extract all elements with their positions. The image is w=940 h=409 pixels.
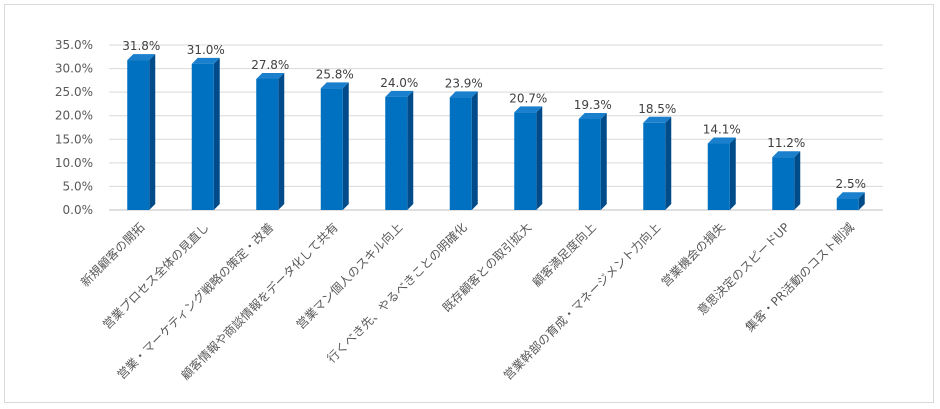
bar [836, 192, 865, 210]
bar-front [256, 78, 279, 210]
data-label: 31.8% [122, 39, 160, 53]
y-tick-label: 5.0% [63, 179, 94, 193]
data-label: 11.2% [767, 136, 805, 150]
y-tick-label: 15.0% [55, 132, 93, 146]
bar-top [707, 137, 736, 144]
chart-frame: 0.0% 5.0% 10.0% 15.0% 20.0% 25.0% 30.0% 35.0% 3… [4, 4, 934, 403]
data-label: 2.5% [836, 177, 867, 191]
category-label: 集客・PR活動のコスト削減 [742, 220, 857, 335]
bar-front [127, 60, 150, 211]
bar [385, 90, 414, 210]
bar-side [600, 113, 607, 210]
category-label: 新規顧客の開拓 [77, 220, 147, 290]
bar-top [836, 192, 865, 199]
bar-top [320, 82, 349, 89]
data-label: 31.0% [187, 43, 225, 57]
y-tick-label: 10.0% [55, 156, 93, 170]
y-tick-label: 35.0% [55, 38, 93, 52]
bar-chart: 0.0% 5.0% 10.0% 15.0% 20.0% 25.0% 30.0% 35.0% 3… [55, 38, 883, 383]
data-label: 18.5% [638, 102, 676, 116]
bar [191, 57, 220, 210]
bar-top [772, 151, 801, 158]
bar [643, 116, 672, 210]
bar-top [643, 116, 672, 123]
bar [707, 137, 736, 210]
y-axis-ticks: 0.0% 5.0% 10.0% 15.0% 20.0% 25.0% 30.0% 35.0% [55, 38, 93, 217]
bar-top [191, 57, 220, 64]
y-tick-label: 25.0% [55, 85, 93, 99]
bar-side [536, 106, 543, 210]
bar-front [836, 198, 859, 210]
data-label: 25.8% [316, 67, 354, 81]
bar-front [449, 97, 472, 210]
bar-top [256, 72, 285, 79]
bar-front [191, 63, 214, 210]
data-label: 19.3% [574, 98, 612, 112]
bar-front [772, 157, 795, 210]
data-label: 23.9% [445, 76, 483, 90]
y-tick-label: 30.0% [55, 62, 93, 76]
bar-side [858, 192, 865, 210]
bar-front [643, 122, 666, 210]
bar-side [278, 72, 285, 210]
bar-side [729, 137, 736, 210]
bar-top [449, 91, 478, 98]
bar-side [342, 82, 349, 210]
bar [256, 72, 285, 210]
bar-front [578, 119, 601, 210]
bar-top [514, 106, 543, 113]
bar-front [514, 112, 537, 210]
bar-top [385, 90, 414, 97]
gridlines [109, 44, 883, 211]
category-label: 営業マン個人のスキル向上 [293, 220, 405, 332]
bar-top [127, 54, 156, 61]
category-label: 営業プロセス全体の見直し [99, 220, 211, 332]
bar-front [385, 96, 408, 210]
bar [127, 54, 156, 211]
bar [449, 91, 478, 210]
bar [772, 151, 801, 210]
y-tick-label: 20.0% [55, 109, 93, 123]
data-label: 27.8% [251, 58, 289, 72]
data-label: 14.1% [703, 123, 741, 137]
bar [578, 113, 607, 210]
category-label: 顧客満足度向上 [529, 220, 599, 290]
category-label: 営業機会の損失 [658, 220, 728, 290]
bar-side [471, 91, 478, 210]
bar [320, 82, 349, 210]
data-label: 20.7% [509, 91, 547, 105]
bars [127, 54, 865, 211]
bar-side [407, 90, 414, 210]
category-label: 行くべき先、やるべきことの明確化 [324, 220, 470, 366]
bar-front [320, 88, 343, 210]
bar-side [665, 116, 672, 210]
y-tick-label: 0.0% [63, 203, 94, 217]
data-labels: 31.8% 31.0% 27.8% 25.8% 24.0% 23.9% 20.7% 19.3%… [122, 39, 866, 191]
bar [514, 106, 543, 210]
bar-side [149, 54, 156, 211]
bar-top [578, 113, 607, 120]
bar-side [794, 151, 801, 210]
category-labels: 新規顧客の開拓営業プロセス全体の見直し営業・マーケティング戦略の策定・改善顧客情… [77, 220, 857, 383]
bar-front [707, 143, 730, 210]
data-label: 24.0% [380, 76, 418, 90]
bar-side [213, 57, 220, 210]
